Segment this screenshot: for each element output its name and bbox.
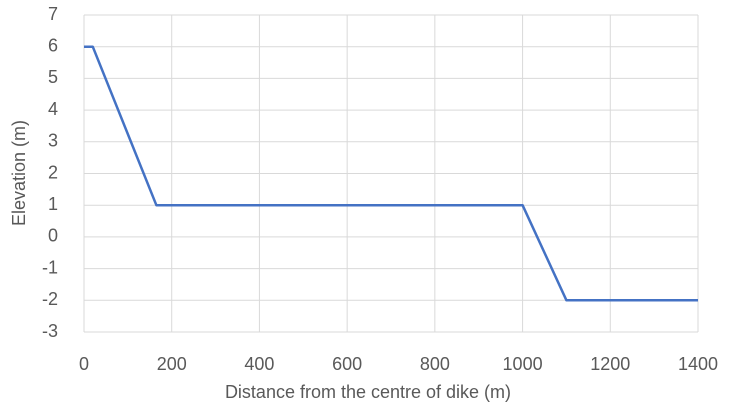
line xyxy=(84,45,698,302)
y-tick-label: -1 xyxy=(42,257,58,277)
x-tick-label: 0 xyxy=(79,354,89,374)
y-tick-label: 3 xyxy=(48,131,58,151)
x-tick-label: 1000 xyxy=(503,354,543,374)
y-tick-label: 1 xyxy=(48,194,58,214)
y-tick-label: 5 xyxy=(48,67,58,87)
x-tick-label: 1400 xyxy=(678,354,718,374)
y-axis-title: Elevation (m) xyxy=(9,120,29,226)
y-tick-label: -2 xyxy=(42,289,58,309)
y-tick-label: 2 xyxy=(48,162,58,182)
x-tick-label: 200 xyxy=(157,354,187,374)
y-tick-label: 7 xyxy=(48,4,58,24)
y-tick-label: -3 xyxy=(42,321,58,341)
y-tick-label: 6 xyxy=(48,35,58,55)
x-tick-label: 400 xyxy=(244,354,274,374)
x-tick-label: 600 xyxy=(332,354,362,374)
y-tick-label: 4 xyxy=(48,99,58,119)
y-tick-label: 0 xyxy=(48,226,58,246)
x-tick-label: 800 xyxy=(420,354,450,374)
x-axis-title: Distance from the centre of dike (m) xyxy=(225,382,511,402)
x-tick-label: 1200 xyxy=(590,354,630,374)
